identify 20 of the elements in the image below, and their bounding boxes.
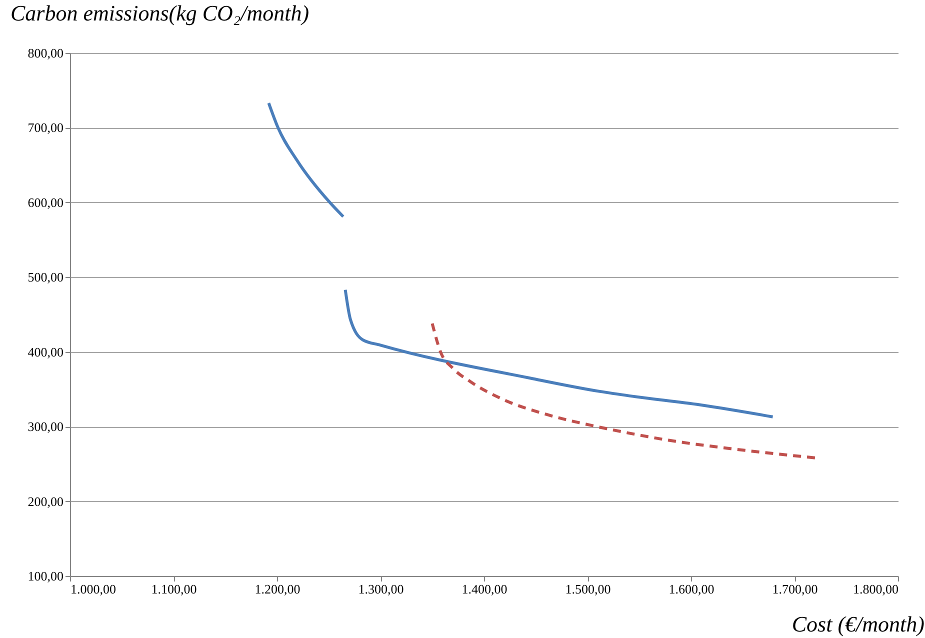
x-tick-label: 1.400,00 [462, 582, 508, 596]
y-tick-label: 800,00 [28, 46, 64, 60]
y-tick-label: 400,00 [28, 344, 64, 360]
y-tick-label: 100,00 [28, 568, 64, 584]
x-tick-label: 1.200,00 [254, 582, 300, 596]
x-tick-label: 1.700,00 [772, 582, 818, 596]
line-series [430, 322, 818, 460]
y-tick-label: 700,00 [28, 120, 64, 136]
x-tick-label: 1.100,00 [151, 582, 197, 596]
y-tick-label: 300,00 [28, 419, 64, 434]
x-tick-label: 1.300,00 [358, 582, 404, 596]
y-tick-label: 600,00 [28, 194, 64, 210]
x-tick-label: 1.600,00 [668, 582, 714, 596]
x-tick-label: 1.800,00 [853, 582, 898, 596]
x-tick-label: 1.500,00 [565, 582, 611, 596]
y-tick-label: 500,00 [28, 270, 64, 285]
x-tick-label: 1.000,00 [70, 582, 116, 596]
x-axis-title: Cost (€/month) [792, 612, 924, 636]
y-tick-label: 200,00 [28, 494, 64, 509]
y-axis-title: Carbon emissions(kg CO₂/month) [10, 0, 310, 26]
